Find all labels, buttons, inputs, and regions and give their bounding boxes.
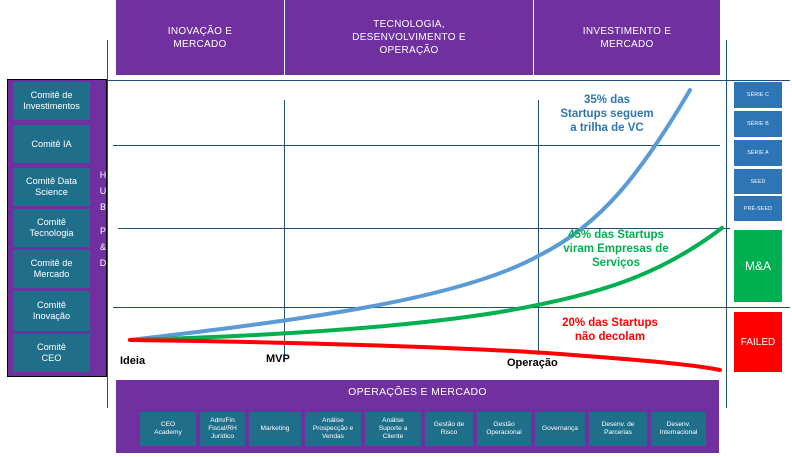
hub-letter-b: B bbox=[99, 202, 106, 212]
committee-ceo: Comitê CEO bbox=[13, 334, 90, 372]
hub-letter-u: U bbox=[99, 186, 107, 196]
stage-serie-c: SÉRIE C bbox=[734, 82, 782, 108]
committee-data-science: Comitê Data Science bbox=[13, 168, 90, 206]
ops-analise-suporte: Análise Suporte a Cliente bbox=[365, 412, 421, 446]
stage-pre-seed: PRÉ-SEED bbox=[734, 196, 782, 221]
grid-hline-top bbox=[107, 80, 790, 81]
hub-letter-h: H bbox=[99, 170, 107, 180]
note-failed: 20% das Startups não decolam bbox=[562, 317, 658, 343]
header-inovacao: INOVAÇÃO E MERCADO bbox=[116, 0, 284, 75]
committee-inovacao: Comitê Inovação bbox=[13, 291, 90, 331]
stage-serie-b: SÉRIE B bbox=[734, 111, 782, 137]
stage-serie-a: SÉRIE A bbox=[734, 140, 782, 166]
committee-ia: Comitê IA bbox=[13, 125, 90, 163]
stage-seed: SEED bbox=[734, 169, 782, 194]
ops-panel: OPERAÇÕES E MERCADO CEO Academy Adm/Fin … bbox=[116, 380, 719, 453]
failed-curve bbox=[128, 338, 722, 372]
ops-adm-fin: Adm/Fin Fiscal/RH Jurídico bbox=[200, 412, 245, 446]
note-vc: 35% das Startups seguem a trilha de VC bbox=[560, 94, 654, 134]
hub-letter-p: P bbox=[99, 226, 106, 236]
ops-ceo-academy: CEO Academy bbox=[140, 412, 196, 446]
ops-marketing: Marketing bbox=[249, 412, 301, 446]
ops-title: OPERAÇÕES E MERCADO bbox=[348, 386, 487, 398]
committee-investimentos: Comitê de Investimentos bbox=[13, 82, 90, 120]
ops-desenv-parcerias: Desenv. de Parcerias bbox=[589, 412, 647, 446]
services-curve bbox=[128, 226, 724, 342]
ops-gestao-risco: Gestão de Risco bbox=[425, 412, 473, 446]
vc-curve bbox=[128, 88, 692, 342]
failed-box: FAILED bbox=[734, 312, 782, 372]
grid-vline-left bbox=[107, 40, 108, 408]
ops-gestao-operacional: Gestão Operacional bbox=[477, 412, 531, 446]
committee-mercado: Comitê de Mercado bbox=[13, 250, 90, 288]
grid-vline-right bbox=[726, 40, 727, 408]
milestone-operacao: Operação bbox=[507, 357, 558, 369]
ma-box: M&A bbox=[734, 230, 782, 302]
grid-hline-failed bbox=[113, 307, 790, 308]
header-tecnologia: TECNOLOGIA, DESENVOLVIMENTO E OPERAÇÃO bbox=[285, 0, 533, 75]
hub-letter-amp: & bbox=[99, 242, 106, 252]
milestone-mvp: MVP bbox=[266, 353, 290, 365]
grid-hline-vc bbox=[113, 145, 720, 146]
grid-hline-ma bbox=[118, 228, 730, 229]
ops-analise-prospeccao: Análise Prospecção e Vendas bbox=[305, 412, 361, 446]
grid-vline-mvp bbox=[284, 100, 285, 355]
milestone-ideia: Ideia bbox=[120, 355, 146, 367]
grid-vline-operacao bbox=[538, 100, 539, 355]
header-investimento: INVESTIMENTO E MERCADO bbox=[534, 0, 720, 75]
committees-panel: Comitê de Investimentos Comitê IA Comitê… bbox=[7, 79, 107, 377]
committee-tecnologia: Comitê Tecnologia bbox=[13, 209, 90, 247]
note-empresas: 45% das Startups viram Empresas de Servi… bbox=[563, 229, 669, 269]
ops-desenv-internacional: Desenv. Internacional bbox=[651, 412, 706, 446]
hub-letter-d: D bbox=[99, 258, 107, 268]
ops-governanca: Governança bbox=[535, 412, 585, 446]
